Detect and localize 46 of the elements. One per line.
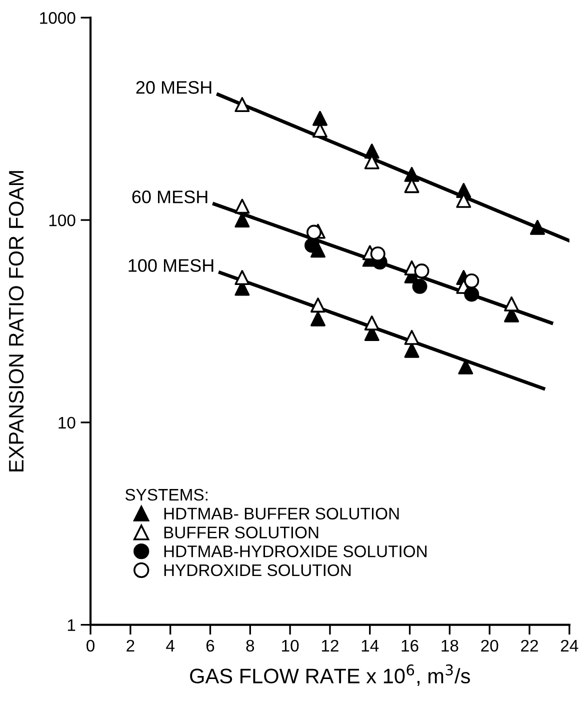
annotation: 60 MESH	[132, 190, 208, 204]
annotation: 20 MESH	[136, 81, 212, 94]
point	[306, 224, 322, 240]
x-tick-label: 6	[206, 640, 214, 652]
annotation: 100 MESH	[128, 259, 214, 272]
legend-label: HDTMAB- BUFFER SOLUTION	[164, 508, 399, 520]
x-tick-label: 10	[282, 640, 299, 652]
x-tick-label: 4	[166, 640, 174, 652]
legend-label: HYDROXIDE SOLUTION	[164, 564, 351, 576]
y-tick-label: 100	[49, 214, 76, 226]
x-tick-label: 22	[521, 640, 538, 652]
point	[464, 286, 480, 302]
point	[464, 273, 480, 288]
x-tick-label: 16	[402, 640, 418, 652]
point	[312, 110, 328, 126]
point	[310, 298, 326, 313]
point	[234, 270, 250, 286]
legend-title: SYSTEMS:	[125, 488, 208, 501]
x-tick-label: 20	[481, 640, 498, 652]
legend-label: BUFFER SOLUTION	[164, 526, 318, 538]
y-tick-label: 1	[68, 619, 76, 631]
point	[234, 198, 250, 214]
point	[370, 246, 386, 262]
point	[310, 311, 326, 326]
y-tick-label: 10	[58, 416, 76, 429]
x-tick-label: 12	[322, 640, 338, 652]
x-tick-label: 0	[86, 640, 95, 652]
point	[304, 238, 320, 253]
point	[404, 342, 420, 358]
x-tick-label: 18	[442, 640, 458, 652]
x-tick-label: 8	[246, 640, 254, 652]
point	[414, 264, 430, 278]
x-axis-title: GAS FLOW RATE x 10$^{6}$, m$^{3}$/s	[190, 664, 470, 686]
legend-label: HDTMAB-HYDROXIDE SOLUTION	[164, 545, 426, 558]
point	[404, 166, 420, 182]
point	[364, 315, 380, 330]
point	[504, 296, 520, 312]
y-axis-title: EXPANSION RATIO FOR FOAM	[8, 171, 24, 472]
y-tick-label: 1000	[40, 12, 76, 24]
x-tick-label: 24	[560, 640, 578, 652]
x-tick-label: 14	[362, 640, 379, 652]
x-tick-label: 2	[126, 640, 134, 652]
point	[530, 220, 545, 235]
point	[412, 278, 428, 294]
point	[234, 97, 250, 112]
point	[404, 330, 420, 345]
